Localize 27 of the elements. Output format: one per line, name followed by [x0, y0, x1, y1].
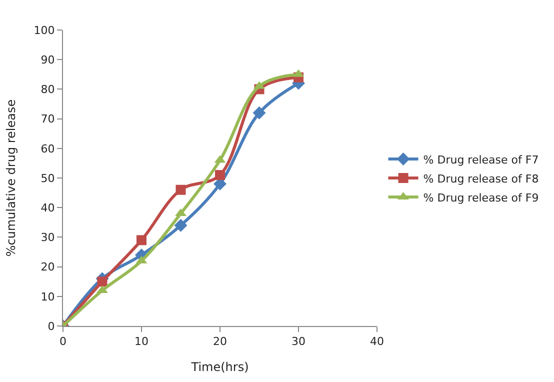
legend-label: % Drug release of F9 — [423, 191, 539, 204]
y-tick-label: 70 — [40, 112, 55, 126]
x-tick-label: 0 — [60, 335, 66, 348]
y-tick-label: 60 — [40, 142, 55, 156]
point — [215, 170, 225, 180]
x-tick-label: 20 — [213, 335, 227, 348]
point — [176, 184, 186, 195]
y-tick-label: 40 — [40, 201, 55, 214]
y-axis-title: %cumulative drug release — [4, 99, 18, 257]
y-tick-label: 10 — [40, 290, 55, 304]
y-tick-label: 80 — [40, 83, 55, 96]
x-tick-label: 30 — [292, 335, 306, 348]
legend-label: % Drug release of F8 — [423, 172, 539, 186]
point — [252, 106, 266, 120]
x-tick-label: 10 — [134, 335, 148, 348]
point — [97, 276, 108, 287]
y-tick-label: 100 — [34, 24, 55, 37]
legend-label: % Drug release of F7 — [423, 153, 539, 166]
y-tick-label: 90 — [40, 53, 55, 66]
y-tick-label: 20 — [40, 260, 55, 274]
x-tick-label: 40 — [370, 335, 384, 348]
y-tick-label: 30 — [40, 231, 55, 244]
point — [174, 218, 188, 232]
y-tick-label: 0 — [48, 320, 55, 333]
x-axis-title: Time(hrs) — [190, 360, 249, 374]
point — [136, 235, 146, 246]
y-tick-label: 50 — [40, 172, 55, 185]
